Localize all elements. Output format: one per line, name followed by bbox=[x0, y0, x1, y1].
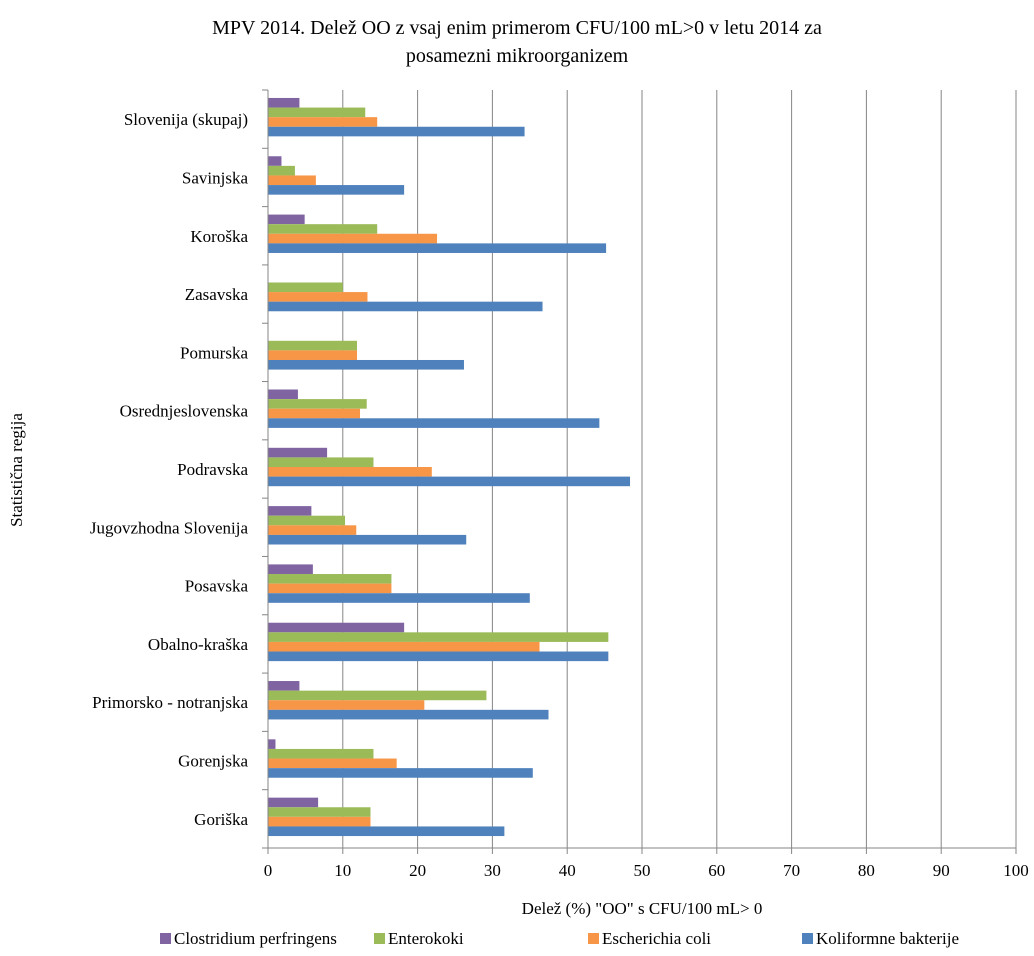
bar bbox=[268, 350, 358, 360]
bar bbox=[268, 476, 631, 487]
legend-swatch bbox=[588, 933, 599, 944]
x-tick-labels: 0 10 20 30 40 50 60 70 80 90 100 bbox=[264, 861, 1029, 880]
bar bbox=[268, 768, 533, 778]
bar bbox=[268, 816, 371, 827]
bar bbox=[268, 574, 392, 584]
category-label: Pomurska bbox=[180, 343, 248, 362]
bar bbox=[268, 214, 305, 225]
category-label: Gorenjska bbox=[178, 752, 248, 771]
category-label: Obalno-kraška bbox=[148, 635, 249, 654]
bar bbox=[268, 457, 374, 467]
x-tick-label: 0 bbox=[264, 861, 273, 880]
bar bbox=[268, 97, 300, 108]
x-tick-label: 10 bbox=[334, 861, 351, 880]
bar bbox=[268, 389, 298, 400]
axes bbox=[262, 89, 1017, 854]
bar bbox=[268, 739, 276, 749]
x-tick-label: 80 bbox=[858, 861, 875, 880]
bar bbox=[268, 758, 397, 769]
bar bbox=[268, 748, 374, 759]
x-tick-label: 30 bbox=[484, 861, 501, 880]
bar bbox=[268, 807, 371, 817]
bar bbox=[268, 185, 405, 195]
bar bbox=[268, 233, 438, 244]
bars bbox=[268, 97, 631, 837]
bar bbox=[268, 418, 600, 428]
bar bbox=[268, 641, 540, 652]
bar bbox=[268, 175, 316, 186]
grid-lines bbox=[342, 90, 1017, 848]
bar bbox=[268, 593, 530, 603]
legend: Clostridium perfringens Enterokoki Escheri… bbox=[160, 929, 959, 948]
bar bbox=[268, 700, 425, 710]
bar bbox=[268, 797, 319, 808]
bar bbox=[268, 622, 405, 633]
x-tick-label: 50 bbox=[634, 861, 651, 880]
bar bbox=[268, 681, 300, 691]
bar bbox=[268, 564, 313, 575]
bar bbox=[268, 165, 295, 176]
bar bbox=[268, 467, 432, 477]
category-label: Slovenija (skupaj) bbox=[124, 110, 248, 129]
bar bbox=[268, 534, 467, 545]
bar bbox=[268, 651, 609, 662]
bar bbox=[268, 126, 525, 137]
bar bbox=[268, 117, 378, 127]
bar bbox=[268, 243, 607, 253]
category-label: Primorsko - notranjska bbox=[92, 693, 248, 712]
bar bbox=[268, 292, 368, 302]
chart-title-line-1: MPV 2014. Delež OO z vsaj enim primerom … bbox=[212, 17, 822, 39]
category-label: Savinjska bbox=[182, 168, 249, 187]
bar bbox=[268, 399, 367, 409]
category-label: Zasavska bbox=[185, 285, 249, 304]
category-label: Koroška bbox=[190, 227, 248, 246]
category-label: Jugovzhodna Slovenija bbox=[90, 518, 249, 537]
x-tick-label: 100 bbox=[1003, 861, 1029, 880]
bar bbox=[268, 709, 549, 720]
bar bbox=[268, 583, 392, 594]
bar bbox=[268, 340, 358, 351]
x-tick-label: 40 bbox=[559, 861, 576, 880]
legend-swatch bbox=[160, 933, 171, 944]
bar bbox=[268, 525, 357, 535]
bar bbox=[268, 515, 346, 526]
legend-label: Enterokoki bbox=[388, 929, 464, 948]
bar bbox=[268, 359, 464, 370]
bar bbox=[268, 224, 378, 234]
category-label: Osrednjeslovenska bbox=[120, 402, 249, 421]
x-axis-label: Delež (%) "OO" s CFU/100 mL> 0 bbox=[522, 899, 763, 918]
legend-swatch bbox=[802, 933, 813, 944]
legend-label: Koliformne bakterije bbox=[816, 929, 959, 948]
legend-label: Escherichia coli bbox=[602, 929, 711, 948]
bar bbox=[268, 107, 366, 118]
x-tick-label: 90 bbox=[933, 861, 950, 880]
bar bbox=[268, 826, 505, 837]
category-label: Goriška bbox=[194, 810, 248, 829]
category-label: Posavska bbox=[185, 577, 249, 596]
y-axis-label: Statistična regija bbox=[7, 413, 26, 527]
x-tick-label: 20 bbox=[409, 861, 426, 880]
x-tick-label: 60 bbox=[708, 861, 725, 880]
category-labels: Slovenija (skupaj) Savinjska Koroška Zasavs… bbox=[90, 110, 249, 829]
bar bbox=[268, 301, 543, 312]
bar bbox=[268, 690, 487, 701]
bar bbox=[268, 447, 328, 458]
legend-swatch bbox=[374, 933, 385, 944]
bar bbox=[268, 632, 609, 642]
legend-label: Clostridium perfringens bbox=[174, 929, 337, 948]
x-tick-label: 70 bbox=[783, 861, 800, 880]
bar bbox=[268, 156, 282, 166]
bar bbox=[268, 408, 361, 419]
bar bbox=[268, 282, 343, 293]
chart-title-line-2: posamezni mikroorganizem bbox=[406, 45, 629, 67]
category-label: Podravska bbox=[177, 460, 248, 479]
bar bbox=[268, 506, 312, 516]
